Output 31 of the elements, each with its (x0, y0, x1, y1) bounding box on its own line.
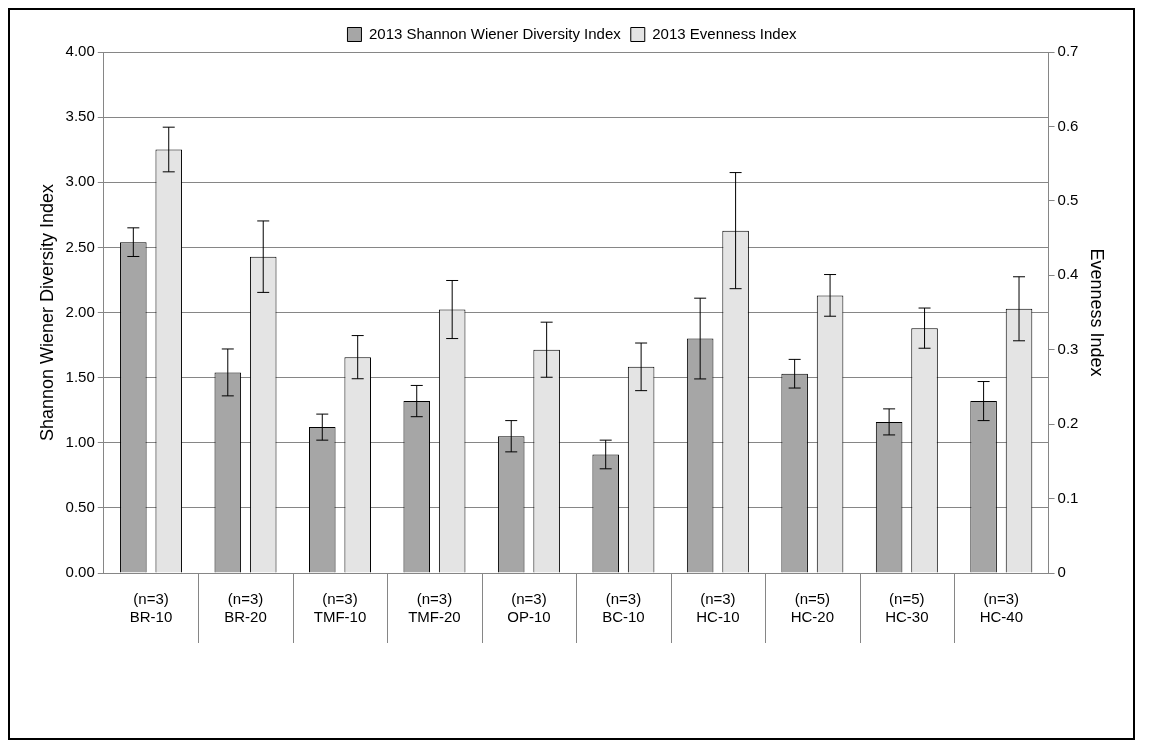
y-tick-label: 1.50 (65, 367, 95, 385)
x-tick-label: (n=5) HC-20 (790, 590, 835, 626)
y2-tick-label: 0.4 (1057, 265, 1079, 283)
y2-tick-label: 0.5 (1057, 191, 1079, 208)
x-tick-label: (n=3) HC-10 (696, 590, 740, 626)
y-axis-title: Shannon Wiener Diversity Index (36, 183, 57, 442)
y-tick-label: 3.50 (65, 107, 95, 125)
y2-tick-label: 0.7 (1057, 42, 1079, 60)
x-tick-label: (n=3) BR-10 (129, 590, 173, 626)
x-tick-label: (n=3) OP-10 (507, 590, 551, 626)
y2-tick-label: 0.1 (1057, 488, 1079, 506)
y2-tick-label: 0.3 (1057, 339, 1079, 357)
legend-label: 2013 Shannon Wiener Diversity Index (368, 24, 622, 42)
y-tick-label: 4.00 (65, 42, 95, 60)
x-tick-label: (n=5) HC-30 (885, 590, 929, 626)
y-tick-label: 2.50 (65, 237, 95, 255)
x-tick-label: (n=3) TMF-10 (313, 590, 367, 626)
y-tick-label: 0.00 (65, 563, 95, 581)
y2-tick-label: 0.6 (1057, 116, 1079, 134)
x-tick-label: (n=3) BR-20 (224, 590, 267, 626)
y-tick-label: 3.00 (65, 172, 95, 190)
y2-tick-label: 0.2 (1057, 414, 1079, 432)
x-tick-label: (n=3) HC-40 (979, 590, 1023, 626)
legend-label: 2013 Evenness Index (652, 24, 798, 42)
y-tick-label: 1.00 (65, 432, 95, 450)
y2-axis-title: Evenness Index (1087, 248, 1108, 377)
x-tick-label: (n=3) TMF-20 (408, 590, 461, 626)
y-tick-label: 2.00 (65, 302, 95, 320)
y-tick-label: 0.50 (65, 498, 95, 516)
y2-tick-label: 0 (1057, 563, 1066, 581)
x-tick-label: (n=3) BC-10 (602, 590, 645, 626)
